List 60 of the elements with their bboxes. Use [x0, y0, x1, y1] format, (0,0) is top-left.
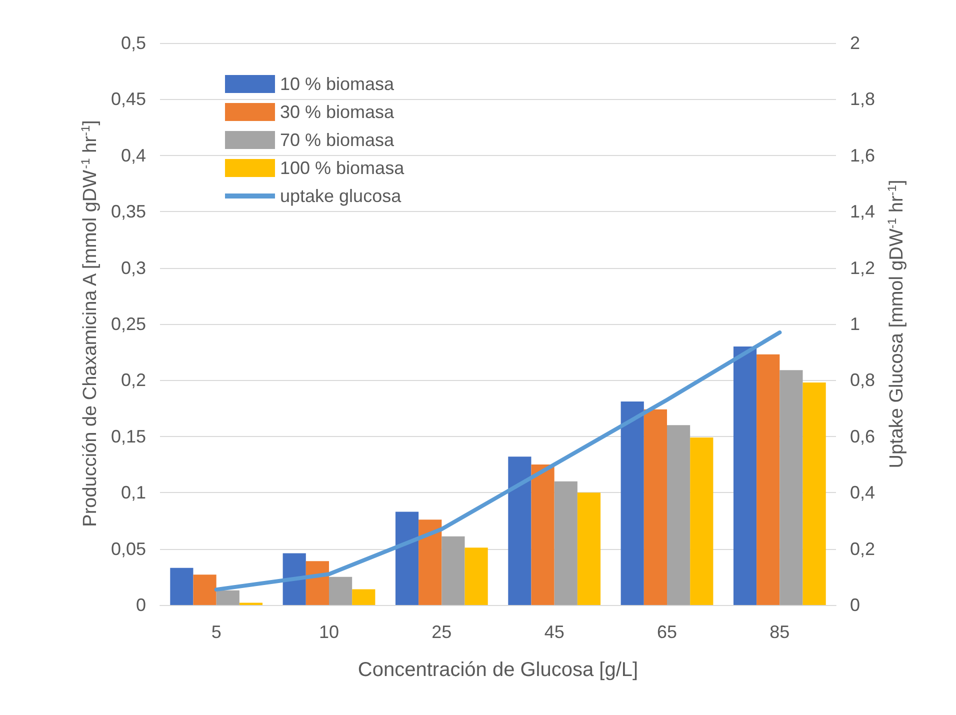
x-tick-label: 5: [211, 622, 222, 642]
legend-label: 70 % biomasa: [280, 130, 396, 150]
bar: [577, 492, 601, 605]
bar: [802, 382, 826, 605]
y2-tick-label: 1,4: [850, 202, 876, 222]
bar: [780, 370, 803, 605]
y-axis-title: Producción de Chaxamicina A [mmol gDW-1 hr-1]: [78, 120, 102, 527]
bar: [329, 576, 352, 605]
y2-tick-label: 2: [850, 33, 860, 53]
x-axis-title: Concentración de Glucosa [g/L]: [358, 659, 638, 681]
legend-label: 100 % biomasa: [280, 158, 406, 178]
bar: [464, 548, 488, 605]
y-tick-label: 0,05: [110, 538, 146, 559]
y-tick-label: 0,15: [110, 426, 146, 446]
line-series: [214, 330, 782, 592]
y2-tick-label: 1,8: [850, 89, 876, 110]
y-tick-label: 0,25: [110, 314, 146, 334]
bar: [395, 512, 419, 605]
y2-tick-label: 1,2: [850, 258, 876, 278]
bar: [690, 438, 714, 605]
bar: [442, 536, 465, 605]
legend-label: uptake glucosa: [280, 186, 402, 206]
bar: [193, 574, 216, 605]
y2-tick-label: 0: [850, 595, 860, 615]
y2-tick-label: 0,4: [850, 482, 876, 503]
y-tick-label: 0,45: [110, 89, 146, 110]
bar: [418, 520, 442, 605]
bar: [554, 481, 578, 605]
y2-tick-label: 1: [850, 314, 860, 334]
x-tick-label: 65: [656, 622, 678, 642]
bar: [756, 354, 780, 605]
bar: [352, 589, 376, 605]
bar: [508, 456, 532, 605]
bar: [216, 590, 240, 605]
bar: [531, 464, 554, 605]
y-tick-label: 0,4: [120, 145, 146, 166]
x-tick-label: 25: [432, 622, 452, 642]
bar: [306, 561, 329, 605]
y2-tick-label: 0,8: [850, 370, 876, 390]
bar: [733, 346, 757, 605]
y-tick-label: 0: [136, 595, 146, 615]
y-tick-label: 0,2: [120, 370, 146, 390]
x-tick-label: 10: [318, 622, 340, 642]
y-tick-label: 0,1: [120, 482, 146, 503]
y-tick-label: 0,5: [120, 33, 146, 53]
y2-tick-label: 1,6: [850, 145, 876, 166]
x-tick-label: 85: [770, 622, 790, 642]
bar: [644, 409, 667, 605]
bar: [620, 402, 644, 605]
y-tick-label: 0,35: [110, 202, 146, 222]
y2-tick-label: 0,6: [850, 426, 876, 446]
legend-label: 10 % biomasa: [280, 74, 396, 94]
bar: [170, 568, 194, 605]
bar: [282, 553, 306, 605]
y2-axis-title: Uptake Glucosa [mmol gDW-1 hr-1]: [885, 180, 908, 468]
y-tick-label: 0,3: [120, 258, 146, 278]
y2-tick-label: 0,2: [850, 538, 876, 559]
bar: [667, 425, 690, 605]
legend-label: 30 % biomasa: [280, 102, 396, 122]
x-tick-label: 45: [544, 622, 564, 642]
